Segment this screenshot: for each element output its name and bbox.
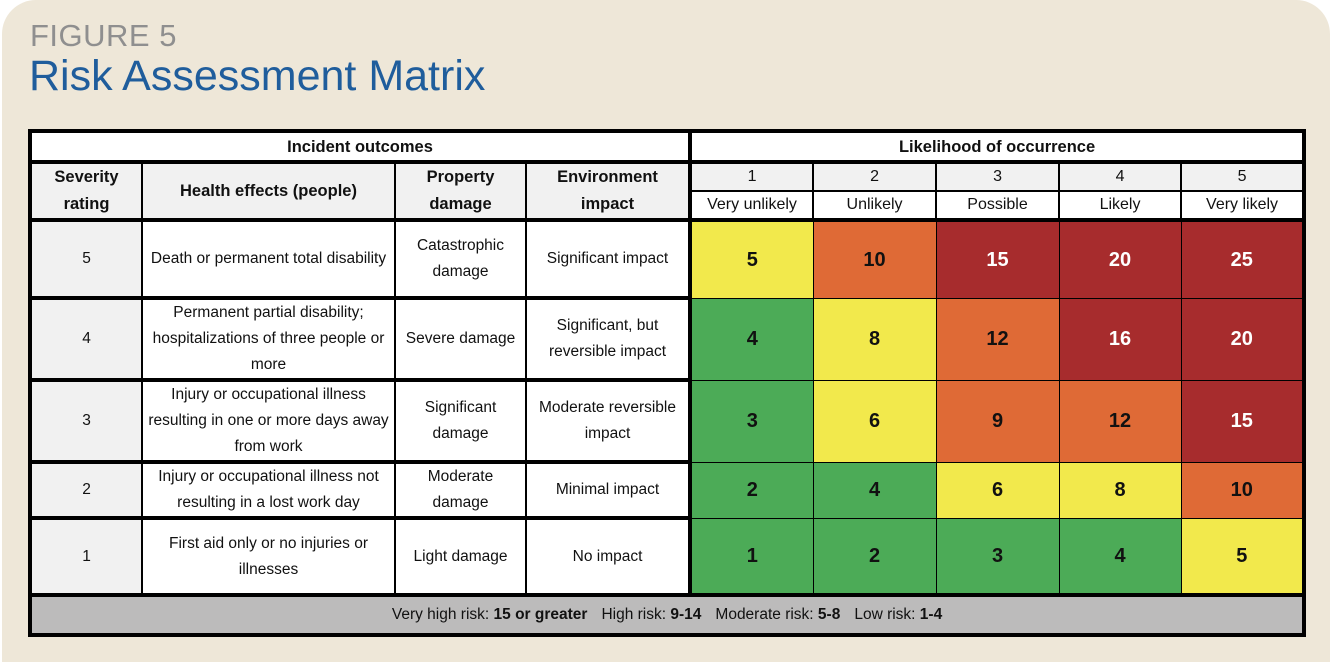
likelihood-number: 3 [935,161,1061,192]
risk-score-cell: 8 [812,297,937,381]
figure-title: Risk Assessment Matrix [29,52,486,100]
risk-matrix-table: Incident outcomes Likelihood of occurren… [28,129,1307,637]
matrix-row: 5 Death or permanent total disability Cata… [29,219,1305,300]
legend-label: Very high risk: [391,606,490,623]
environment-impact: Significant impact [524,219,693,300]
likelihood-number: 2 [812,161,938,192]
health-effects: Permanent partial disability; hospitaliz… [141,297,396,382]
risk-score-cell: 4 [1058,517,1182,596]
likelihood-label: Very unlikely [689,190,815,222]
risk-score-cell: 5 [1180,517,1305,596]
legend-label: Low risk: [854,606,916,623]
legend-range: 9-14 [670,606,702,623]
health-effects: Death or permanent total disability [141,219,396,300]
legend-label: Moderate risk: [715,606,814,623]
health-effects: First aid only or no injuries or illness… [141,517,396,596]
risk-score-cell: 2 [689,461,814,519]
likelihood-label: Possible [935,190,1061,222]
severity-rating: 1 [29,517,143,596]
risk-score-cell: 8 [1058,461,1182,519]
legend-range: 5-8 [817,606,841,623]
risk-score-cell: 3 [689,379,814,463]
health-effects: Injury or occupational illness not resul… [141,461,396,520]
risk-score-cell: 15 [1180,379,1305,463]
likelihood-number: 1 [689,161,815,192]
legend-range: 1-4 [919,606,943,623]
risk-score-cell: 4 [689,297,814,381]
risk-score-cell: 9 [935,379,1060,463]
property-damage: Significant damage [394,379,527,464]
health-header: Health effects (people) [141,161,396,222]
matrix-row: 2 Injury or occupational illness not resu… [29,461,1305,520]
property-header: Property damage [394,161,527,222]
incident-outcomes-header: Incident outcomes [28,130,693,164]
risk-score-cell: 3 [935,517,1060,596]
risk-score-cell: 5 [689,219,814,299]
likelihood-label: Unlikely [812,190,938,222]
figure-label: FIGURE 5 [30,18,177,53]
severity-rating: 4 [29,297,143,382]
risk-score-cell: 4 [812,461,937,519]
environment-impact: Significant, but reversible impact [524,297,693,382]
environment-impact: No impact [524,517,693,596]
likelihood-label: Likely [1058,190,1183,222]
severity-rating: 3 [29,379,143,464]
severity-rating: 2 [29,461,143,520]
severity-header: Severity rating [29,161,143,222]
risk-score-cell: 1 [689,517,814,596]
risk-score-cell: 6 [812,379,937,463]
health-effects: Injury or occupational illness resulting… [141,379,396,464]
risk-score-cell: 2 [812,517,937,596]
risk-score-cell: 20 [1180,297,1305,381]
severity-rating: 5 [29,219,143,300]
matrix-row: 4 Permanent partial disability; hospitali… [29,297,1305,382]
environment-impact: Minimal impact [524,461,693,520]
risk-score-cell: 20 [1058,219,1182,299]
risk-score-cell: 12 [935,297,1060,381]
risk-score-cell: 16 [1058,297,1182,381]
risk-score-cell: 10 [1180,461,1305,519]
property-damage: Severe damage [394,297,527,382]
risk-score-cell: 12 [1058,379,1182,463]
likelihood-number: 4 [1058,161,1183,192]
risk-score-cell: 6 [935,461,1060,519]
legend-label: High risk: [601,606,667,623]
likelihood-header: Likelihood of occurrence [689,130,1306,164]
likelihood-number: 5 [1180,161,1306,192]
likelihood-label: Very likely [1180,190,1306,222]
environment-impact: Moderate reversible impact [524,379,693,464]
risk-legend: Very high risk: 15 or greater High risk: … [28,593,1306,636]
risk-score-cell: 25 [1180,219,1305,299]
property-damage: Moderate damage [394,461,527,520]
matrix-row: 3 Injury or occupational illness resultin… [29,379,1305,464]
matrix-row: 1 First aid only or no injuries or illnes… [29,517,1305,596]
environment-header: Environment impact [524,161,693,222]
property-damage: Light damage [394,517,527,596]
risk-score-cell: 15 [935,219,1060,299]
legend-range: 15 or greater [493,606,588,623]
property-damage: Catastrophic damage [394,219,527,300]
risk-score-cell: 10 [812,219,937,299]
